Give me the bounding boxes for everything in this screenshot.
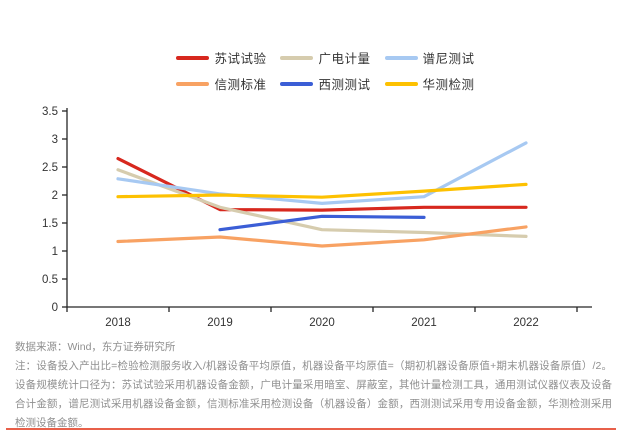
series-line-4 (218, 214, 426, 232)
y-axis-tick-label: 2 (52, 190, 58, 202)
series-line-2 (116, 141, 528, 205)
legend-label: 谱尼测试 (422, 52, 475, 66)
legend-row: 苏试试验 广电计量 谱尼测试 (176, 48, 474, 67)
y-axis-tick-label: 3.5 (42, 106, 58, 118)
legend-label: 华测检测 (422, 78, 475, 92)
legend-swatch-icon (384, 81, 418, 86)
legend-swatch-icon (280, 81, 314, 86)
legend-swatch-icon (176, 81, 210, 86)
legend-swatch-icon (280, 55, 314, 60)
bottom-divider-line (6, 428, 616, 430)
legend-label: 广电计量 (318, 52, 371, 66)
x-axis-category-label: 2022 (513, 317, 539, 329)
legend-swatch-icon (176, 55, 210, 60)
legend-label: 信测标准 (214, 78, 267, 92)
legend-item-1: 广电计量 (280, 48, 370, 67)
legend-label: 西测测试 (318, 78, 371, 92)
x-axis-category-label: 2018 (105, 317, 131, 329)
series-line-5 (116, 182, 528, 199)
y-axis-tick-label: 0 (52, 302, 58, 314)
series-line-3 (116, 225, 528, 248)
x-axis-category-label: 2021 (411, 317, 437, 329)
x-axis-category-label: 2020 (309, 317, 335, 329)
y-axis-tick-label: 0.5 (42, 274, 58, 286)
legend-item-4: 西测测试 (280, 74, 370, 93)
series-line-0 (116, 157, 528, 212)
legend-swatch-icon (384, 55, 418, 60)
legend-label: 苏试试验 (214, 52, 267, 66)
x-axis-category-label: 2019 (207, 317, 233, 329)
legend-item-2: 谱尼测试 (384, 48, 475, 67)
footnote-text: 注：设备投入产出比=检验检测服务收入/机器设备平均原值，机器设备平均原值=（期初… (15, 360, 612, 429)
y-axis-tick-label: 1.5 (42, 218, 58, 230)
data-source-text: 数据来源：Wind，东方证券研究所 (15, 341, 176, 353)
legend-row: 信测标准 西测测试 华测检测 (176, 74, 474, 93)
y-axis-tick-label: 1 (52, 246, 58, 258)
y-axis-tick-label: 2.5 (42, 162, 58, 174)
chart-footer: 数据来源：Wind，东方证券研究所 注：设备投入产出比=检验检测服务收入/机器设… (15, 338, 612, 433)
legend-item-5: 华测检测 (384, 74, 475, 93)
chart-legend: 苏试试验 广电计量 谱尼测试信测标准 西测测试 华测检测 (15, 48, 621, 93)
y-axis-tick-label: 3 (52, 134, 58, 146)
legend-item-0: 苏试试验 (176, 48, 266, 67)
legend-item-3: 信测标准 (176, 74, 266, 93)
